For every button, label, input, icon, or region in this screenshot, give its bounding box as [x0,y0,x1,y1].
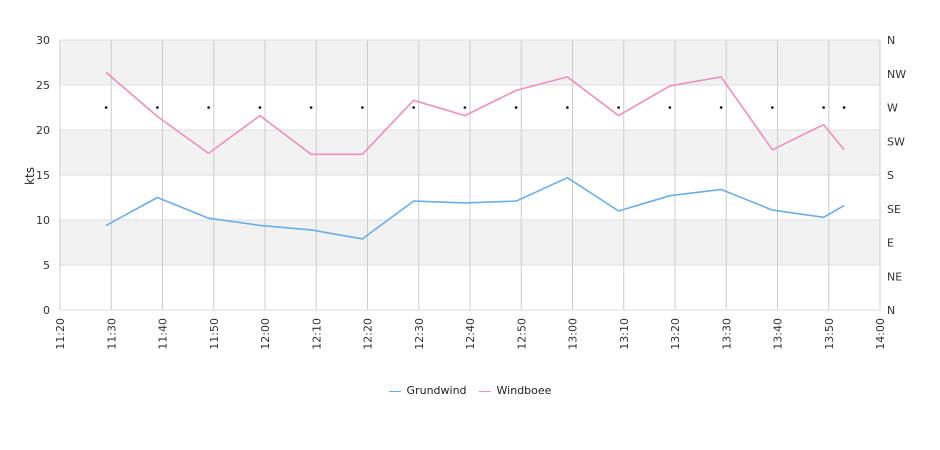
legend: Grundwind Windboee [0,384,940,397]
direction-point [822,106,825,109]
legend-swatch [478,390,491,392]
direction-point [258,106,262,109]
series-line-windboee [105,71,845,156]
x-tick-label: 11:50 [208,318,221,350]
direction-tick-label: NE [887,270,902,283]
x-tick-label: 11:40 [157,318,170,350]
x-tick-label: 12:30 [413,318,426,350]
x-tick-label: 13:20 [669,318,682,350]
direction-point [566,106,569,109]
direction-point [514,106,518,109]
direction-point [463,106,467,109]
direction-point [617,106,620,109]
direction-tick-label: S [887,169,894,182]
y-tick-label: 25 [36,79,50,92]
direction-point [412,106,415,109]
x-tick-label: 12:00 [259,318,272,350]
y-tick-label: 20 [36,124,50,137]
y-tick-label: 15 [36,169,50,182]
x-tick-label: 13:00 [567,318,580,350]
x-tick-label: 12:20 [362,318,375,350]
legend-label: Windboee [496,384,552,397]
direction-axis-ticks: N NE E SE S SW W NW N [887,34,906,317]
direction-point [309,106,313,109]
legend-item-windboee[interactable]: Windboee [478,384,552,397]
direction-point [719,106,723,109]
direction-point [156,106,159,109]
direction-point [361,106,364,109]
x-tick-label: 14:00 [874,318,887,350]
y-tick-label: 5 [43,259,50,272]
horizontal-gridlines [60,39,880,311]
x-tick-label: 13:30 [720,318,733,350]
x-tick-label: 13:50 [823,318,836,350]
direction-point [842,106,846,109]
direction-point [771,106,774,109]
direction-tick-label: W [887,102,898,115]
series-lines [105,71,845,240]
x-axis-ticks: 11:20 11:30 11:40 11:50 12:00 12:10 12:20 12:30… [54,318,887,350]
direction-point [104,106,108,109]
x-tick-label: 12:40 [464,318,477,350]
x-tick-label: 12:10 [310,318,323,350]
x-tick-label: 13:40 [772,318,785,350]
y-tick-label: 10 [36,214,50,227]
series-line-grundwind [105,176,845,240]
direction-tick-label: E [887,237,894,250]
x-tick-label: 12:50 [515,318,528,350]
y-axis-ticks: 0 5 10 15 20 25 30 [36,34,50,317]
direction-tick-label: N [887,304,895,317]
y-axis-label: kts [23,167,37,185]
legend-label: Grundwind [406,384,467,397]
x-tick-label: 11:30 [105,318,118,350]
y-tick-label: 0 [43,304,50,317]
x-tick-label: 13:10 [618,318,631,350]
x-tick-label: 11:20 [54,318,67,350]
direction-tick-label: SE [887,203,901,216]
y-tick-label: 30 [36,34,50,47]
direction-point [207,106,210,109]
direction-tick-label: SW [887,135,905,148]
legend-swatch [388,390,401,392]
direction-point [668,106,672,109]
direction-tick-label: NW [887,68,906,81]
direction-tick-label: N [887,34,895,47]
direction-markers [104,106,846,109]
legend-item-grundwind[interactable]: Grundwind [388,384,467,397]
